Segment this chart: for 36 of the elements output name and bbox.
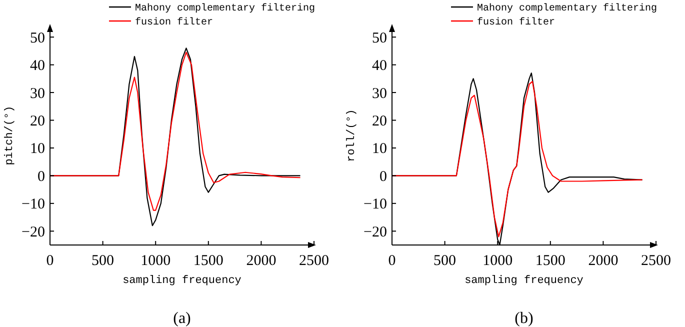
text: (a) xyxy=(173,310,191,327)
legend-label: fusion filter xyxy=(477,16,556,28)
x-tick-label: 2500 xyxy=(299,253,329,269)
y-tick-label: 50 xyxy=(30,30,45,46)
x-tick-label: 500 xyxy=(434,253,456,269)
y-tick-label: 30 xyxy=(30,86,45,102)
legend-label: fusion filter xyxy=(135,16,214,28)
x-tick-label: 2000 xyxy=(246,253,276,269)
y-axis-title: pitch/(°) xyxy=(4,106,16,166)
y-tick-label: 20 xyxy=(30,114,45,130)
x-axis-title: sampling frequency xyxy=(464,275,584,287)
y-tick-label: −10 xyxy=(364,196,387,213)
y-tick-label: −20 xyxy=(364,224,387,240)
x-tick-label: 1000 xyxy=(482,253,513,269)
y-axis-title: roll/(°) xyxy=(346,109,358,162)
legend-label: Mahony complementary filtering xyxy=(477,2,658,14)
x-axis-title: sampling frequency xyxy=(122,275,242,287)
text: (b) xyxy=(514,310,534,327)
y-tick-label: 50 xyxy=(372,30,387,46)
x-tick-label: 2500 xyxy=(641,253,671,269)
y-tick-label: 10 xyxy=(30,141,45,158)
y-tick-label: 30 xyxy=(372,86,387,102)
y-tick-label: 0 xyxy=(380,168,387,185)
y-tick-label: 20 xyxy=(372,114,387,130)
y-tick-label: 10 xyxy=(372,141,387,158)
x-tick-label: 1500 xyxy=(193,253,224,269)
y-tick-label: 40 xyxy=(30,58,45,74)
x-tick-label: 1500 xyxy=(535,253,566,269)
y-tick-label: −20 xyxy=(22,224,45,240)
x-tick-label: 500 xyxy=(92,253,114,269)
x-tick-label: 1000 xyxy=(140,253,171,269)
x-tick-label: 2000 xyxy=(588,253,618,269)
y-tick-label: −10 xyxy=(22,196,45,213)
y-tick-label: 40 xyxy=(372,58,387,74)
y-tick-label: 0 xyxy=(38,168,45,185)
legend-label: Mahony complementary filtering xyxy=(135,2,316,14)
